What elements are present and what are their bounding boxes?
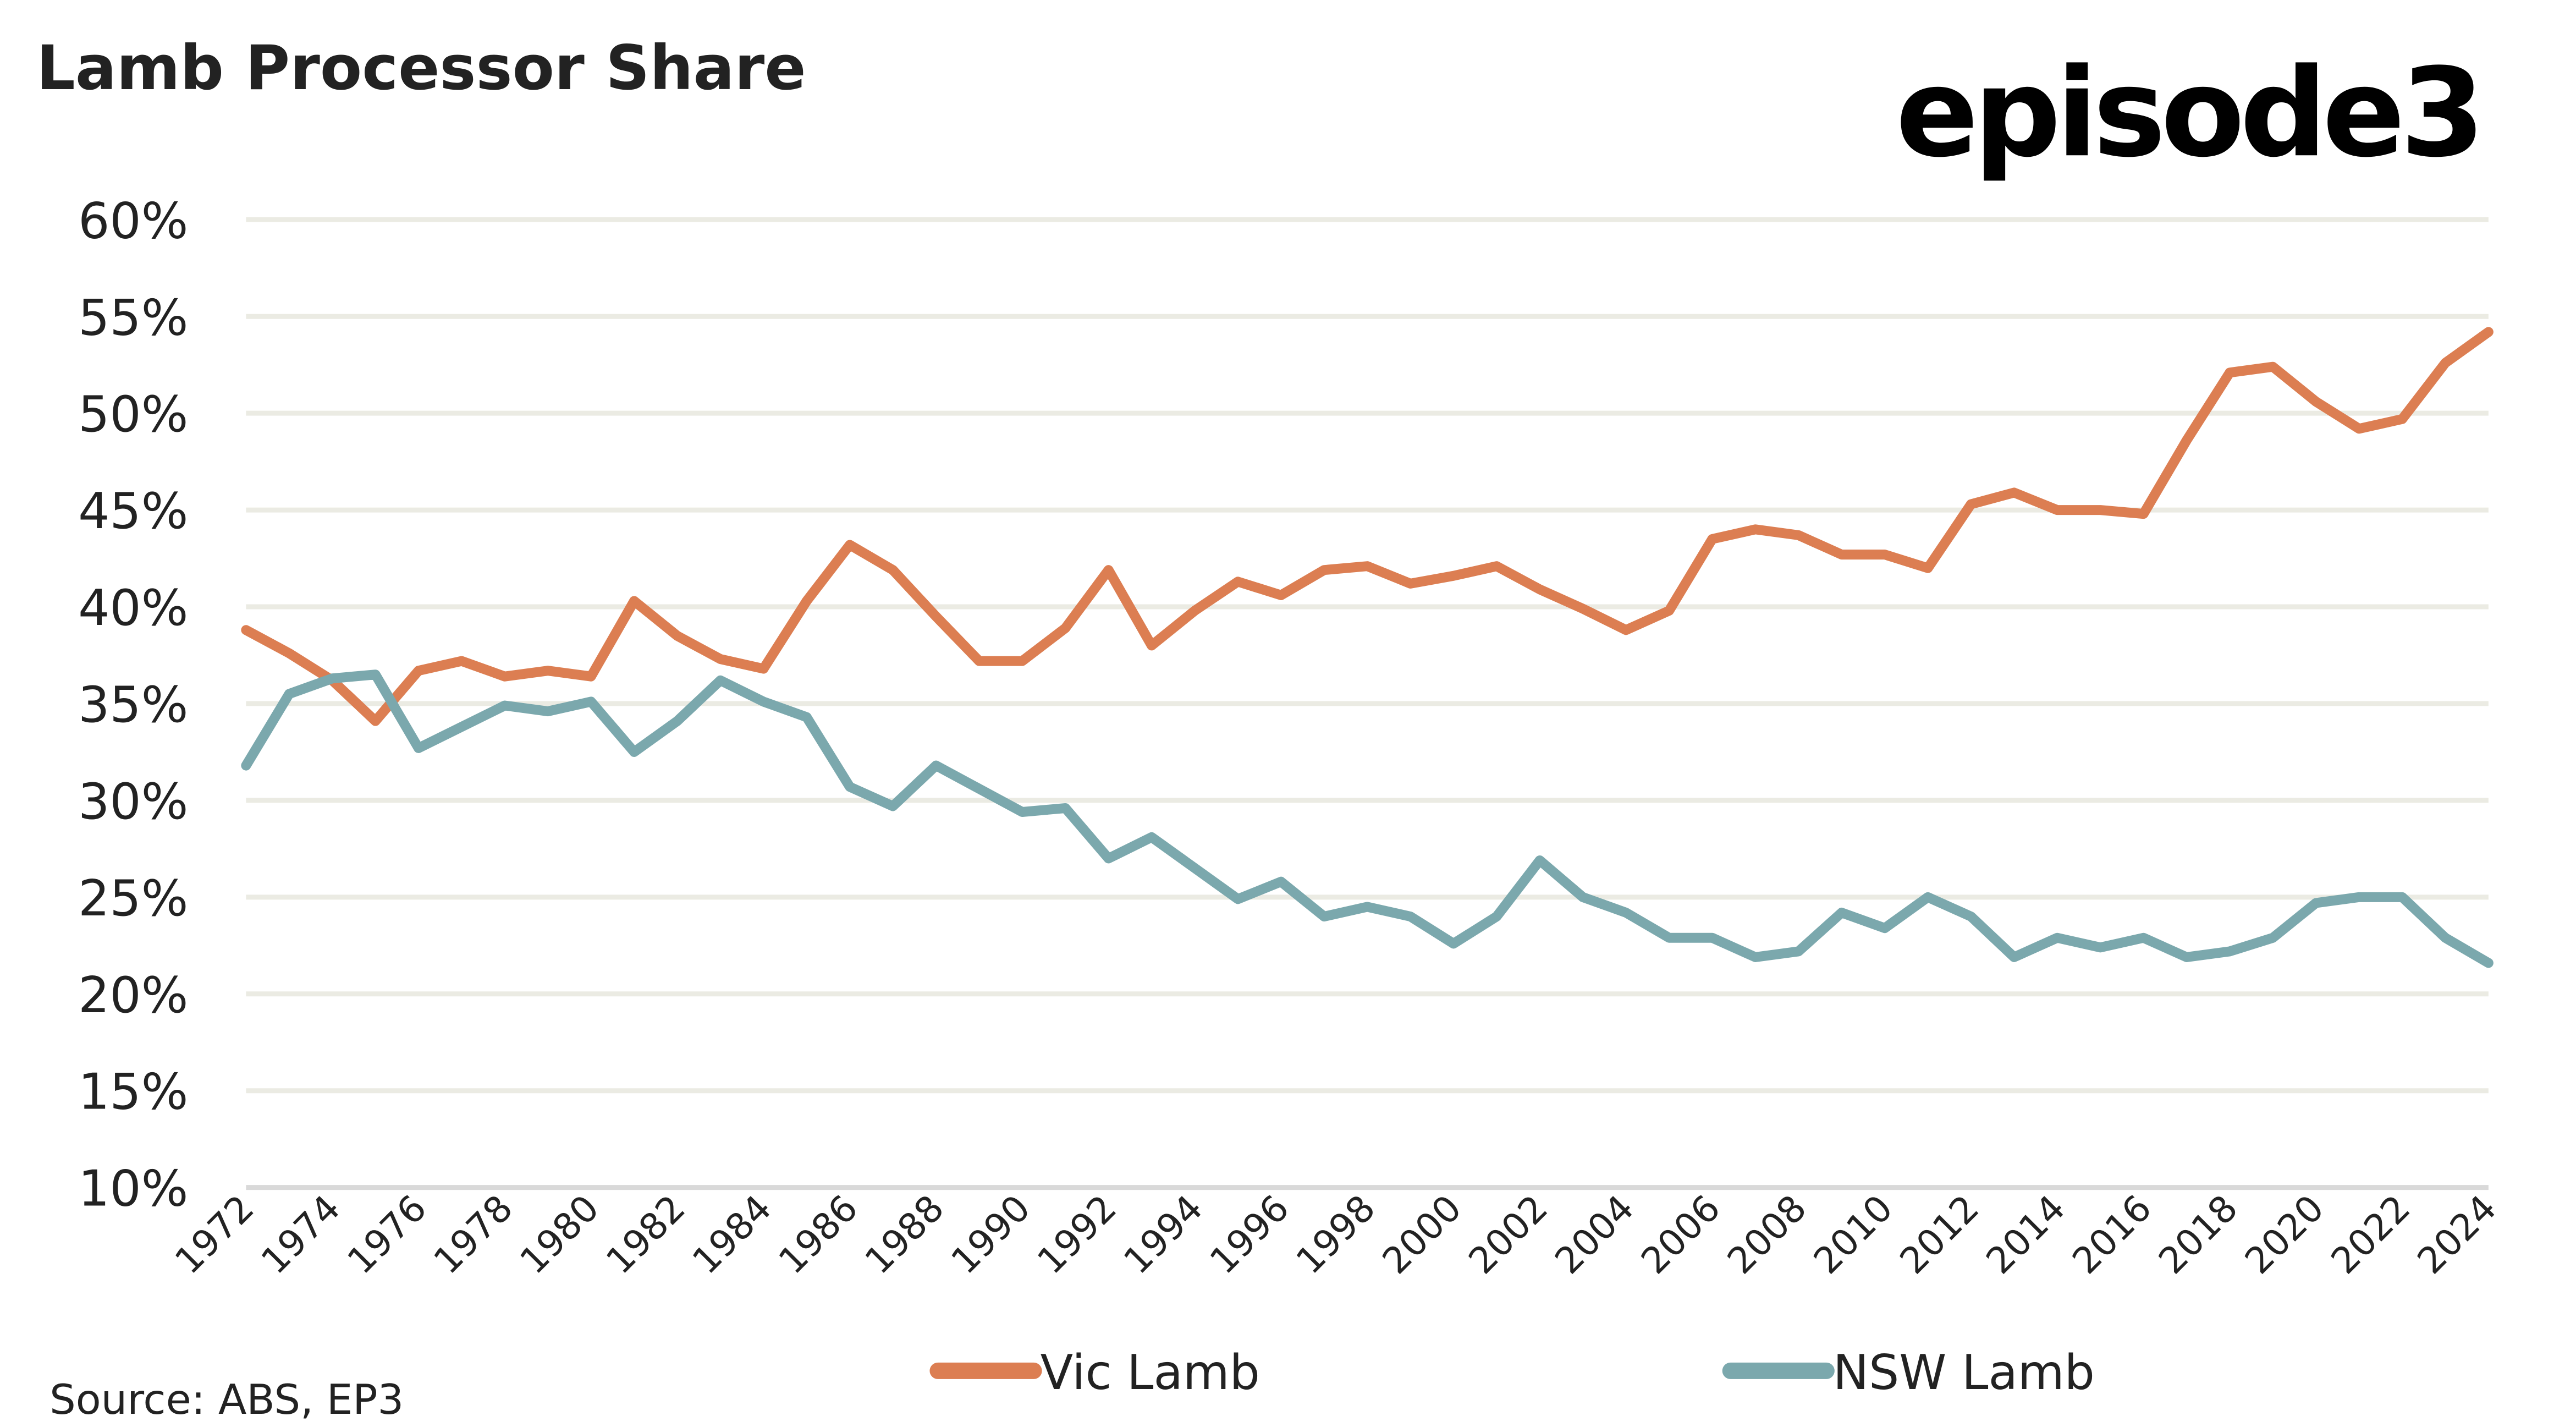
- x-tick-label: 1974: [253, 1187, 348, 1282]
- y-tick-label: 45%: [78, 482, 188, 540]
- x-tick-label: 1978: [426, 1187, 521, 1282]
- y-tick-label: 10%: [78, 1160, 188, 1218]
- x-tick-label: 2016: [2065, 1187, 2160, 1282]
- x-tick-label: 1982: [598, 1187, 693, 1282]
- x-tick-label: 2006: [1633, 1187, 1728, 1282]
- legend-label-nsw: NSW Lamb: [1833, 1344, 2095, 1401]
- gridlines: [246, 217, 2489, 1190]
- y-tick-label: 25%: [78, 870, 188, 927]
- x-tick-label: 1996: [1202, 1187, 1297, 1282]
- x-tick-label: 1976: [339, 1187, 434, 1282]
- y-tick-label: 60%: [78, 192, 188, 250]
- series-line-vic-lamb: [241, 327, 2494, 726]
- x-tick-label: 2002: [1461, 1187, 1556, 1282]
- y-tick-label: 55%: [78, 289, 188, 347]
- x-tick-label: 2004: [1547, 1187, 1642, 1282]
- x-tick-label: 1990: [943, 1187, 1038, 1282]
- y-tick-label: 20%: [78, 967, 188, 1024]
- x-tick-label: 1988: [857, 1187, 952, 1282]
- series-line-nsw-lamb: [241, 669, 2494, 968]
- x-tick-label: 2014: [1978, 1187, 2073, 1282]
- x-tick-label: 1998: [1288, 1187, 1383, 1282]
- x-tick-label: 2000: [1374, 1187, 1469, 1282]
- x-tick-label: 2018: [2150, 1187, 2245, 1282]
- y-tick-label: 30%: [78, 773, 188, 831]
- y-tick-label: 50%: [78, 386, 188, 443]
- brand-logo: episode3: [1896, 42, 2480, 184]
- y-axis-labels: 60% 55% 50% 45% 40% 35% 30% 25% 20% 15% 10%: [78, 192, 188, 1217]
- x-axis-labels: 1972197419761978198019821984198619881990…: [167, 1187, 2505, 1282]
- x-tick-label: 2020: [2237, 1187, 2332, 1282]
- x-tick-label: 2012: [1892, 1187, 1987, 1282]
- x-tick-label: 1984: [684, 1187, 779, 1282]
- y-tick-label: 15%: [78, 1063, 188, 1121]
- x-tick-label: 1986: [770, 1187, 866, 1282]
- x-tick-label: 2010: [1806, 1187, 1901, 1282]
- x-tick-label: 2022: [2323, 1187, 2418, 1282]
- x-tick-label: 2024: [2409, 1187, 2505, 1282]
- legend: Vic Lamb NSW Lamb: [929, 1344, 2095, 1401]
- y-tick-label: 35%: [78, 676, 188, 734]
- chart-title: Lamb Processor Share: [36, 33, 806, 104]
- series-lines: [241, 327, 2494, 968]
- x-tick-label: 1992: [1030, 1187, 1125, 1282]
- legend-item-nsw[interactable]: NSW Lamb: [1722, 1344, 2095, 1401]
- source-note: Source: ABS, EP3: [49, 1375, 404, 1424]
- x-tick-label: 1980: [512, 1187, 607, 1282]
- x-tick-label: 1994: [1115, 1187, 1210, 1282]
- legend-item-vic[interactable]: Vic Lamb: [929, 1344, 1260, 1401]
- y-tick-label: 40%: [78, 579, 188, 637]
- legend-label-vic: Vic Lamb: [1041, 1344, 1260, 1401]
- x-tick-label: 2008: [1719, 1187, 1814, 1282]
